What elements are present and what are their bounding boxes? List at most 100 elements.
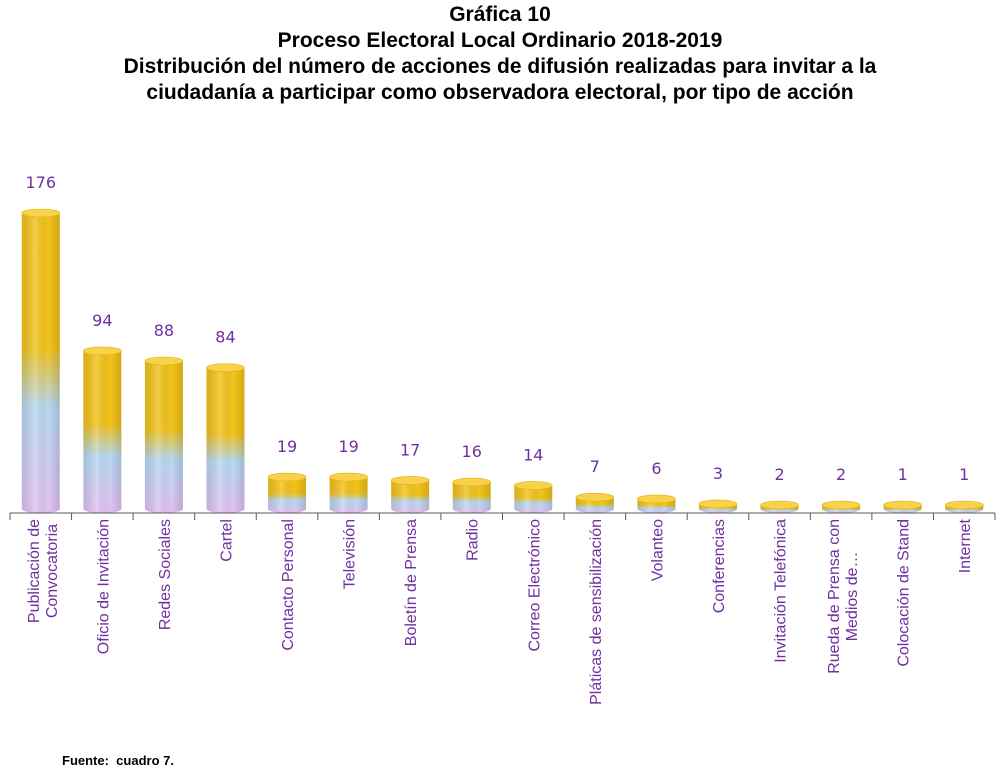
value-labels: 176 94 88 84 19 19 17 16 14 7 6 3 2 2 1 1 (26, 173, 970, 484)
bar (144, 356, 184, 513)
bar-top-cap (760, 500, 799, 510)
bar (821, 500, 861, 513)
category-label: Conferencias (711, 519, 728, 613)
bar (267, 472, 307, 513)
value-label: 94 (92, 311, 112, 330)
category-label-line: Rueda de Prensa con (826, 519, 843, 674)
bar-top-cap (144, 356, 184, 366)
value-label: 1 (898, 465, 908, 484)
bar-top-cap (390, 476, 430, 485)
value-label: 2 (774, 465, 784, 484)
bar (575, 492, 615, 513)
value-label: 17 (400, 440, 420, 459)
bar-top-cap (575, 492, 615, 502)
category-label-line: Convocatoria (44, 524, 61, 618)
bar-top-cap (637, 494, 676, 504)
category-label: Publicación deConvocatoria (26, 519, 61, 623)
bar (329, 472, 368, 513)
category-label: Colocación de Stand (896, 519, 913, 667)
bar-shading (144, 361, 183, 513)
bar-top-cap (452, 477, 492, 487)
bar-top-cap (329, 472, 368, 482)
category-label-line: Boletín de Prensa (403, 519, 420, 646)
bar-shading (514, 485, 553, 513)
chart-number-title: Gráfica 10 (449, 3, 551, 26)
bar-shading (83, 350, 122, 513)
bar-shading (391, 480, 430, 513)
bar (637, 494, 676, 513)
bar-top-cap (21, 208, 61, 218)
category-label: Boletín de Prensa (403, 519, 420, 646)
bar-top-cap (883, 500, 922, 510)
category-label-line: Internet (957, 518, 974, 573)
value-label: 6 (651, 459, 661, 478)
category-label-line: Redes Sociales (157, 519, 174, 630)
category-label-line: Televisión (342, 519, 359, 589)
value-label: 19 (277, 437, 297, 456)
category-label-line: Publicación de (26, 519, 43, 623)
category-label-line: Volanteo (649, 519, 666, 581)
value-label: 3 (713, 464, 723, 483)
category-label: Internet (957, 518, 974, 573)
bar (760, 500, 799, 513)
bar-shading (575, 497, 614, 513)
bar-shading (452, 482, 491, 513)
bars-layer (21, 208, 984, 513)
value-label: 14 (523, 445, 543, 464)
bar-shading (268, 477, 307, 513)
category-label: Volanteo (649, 519, 666, 581)
chart-description-line-2: ciudadanía a participar como observadora… (146, 81, 854, 104)
category-label: Rueda de Prensa conMedios de… (826, 519, 861, 674)
chart-titles: Gráfica 10 Proceso Electoral Local Ordin… (0, 2, 1000, 106)
chart-description-line-1: Distribución del número de acciones de d… (123, 55, 877, 78)
category-label-line: Correo Electrónico (526, 519, 543, 652)
bar-shading (21, 213, 60, 513)
value-label: 84 (215, 328, 235, 347)
bar (883, 500, 922, 513)
category-label-line: Cartel (218, 519, 235, 562)
chart-process-title: Proceso Electoral Local Ordinario 2018-2… (277, 29, 723, 52)
category-label-line: Colocación de Stand (896, 519, 913, 667)
bar (452, 477, 492, 513)
bar-top-cap (267, 472, 307, 482)
category-label: Contacto Personal (280, 519, 297, 651)
category-label: Redes Sociales (157, 519, 174, 630)
bar-shading (329, 477, 368, 513)
bar-top-cap (83, 346, 122, 356)
category-label-line: Contacto Personal (280, 519, 297, 651)
bar (21, 208, 61, 513)
bar (698, 499, 738, 513)
value-label: 19 (338, 437, 358, 456)
source-note: Fuente: cuadro 7. (62, 753, 174, 768)
category-label-line: Medios de… (844, 551, 861, 641)
category-label-line: Radio (465, 519, 482, 561)
category-label-line: Invitación Telefónica (773, 519, 790, 663)
category-label: Televisión (342, 519, 359, 589)
bar (513, 481, 553, 513)
category-label-line: Oficio de Invitación (95, 519, 112, 654)
x-axis (9, 512, 996, 520)
bar-top-cap (513, 481, 553, 490)
bar-top-cap (206, 363, 245, 373)
bar (390, 476, 430, 513)
bar-top-cap (821, 500, 861, 510)
category-label-line: Pláticas de sensibilización (588, 519, 605, 705)
category-label: Radio (465, 519, 482, 561)
category-label: Pláticas de sensibilización (588, 519, 605, 705)
value-label: 176 (26, 173, 57, 192)
value-label: 1 (959, 465, 969, 484)
category-label: Invitación Telefónica (773, 519, 790, 663)
bar (83, 346, 122, 513)
category-labels: Publicación deConvocatoria Oficio de Invi… (26, 518, 974, 704)
bar-top-cap (944, 500, 984, 510)
value-label: 16 (462, 442, 482, 461)
bar-shading (206, 367, 245, 513)
value-label: 7 (590, 457, 600, 476)
category-label: Cartel (218, 519, 235, 562)
bar (944, 500, 984, 513)
bar-top-cap (698, 499, 738, 509)
category-label: Oficio de Invitación (95, 519, 112, 654)
value-label: 2 (836, 465, 846, 484)
bar (206, 363, 245, 513)
